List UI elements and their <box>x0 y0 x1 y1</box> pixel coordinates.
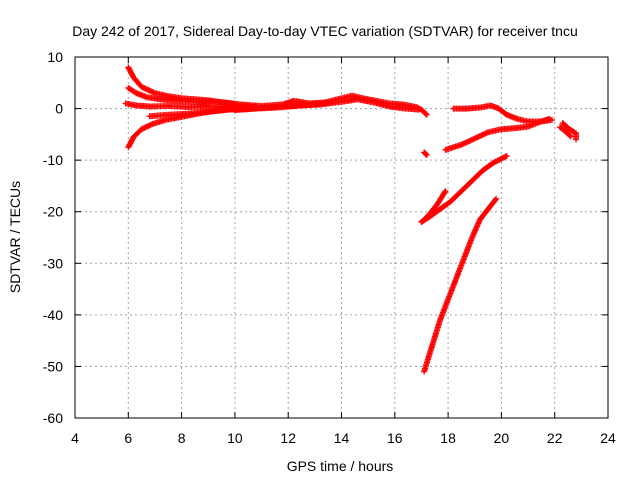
data-point <box>494 157 501 164</box>
x-tick-label: 22 <box>547 430 563 446</box>
grid <box>75 57 608 418</box>
data-point <box>573 136 580 143</box>
x-tick-label: 12 <box>280 430 296 446</box>
data-series <box>557 124 574 140</box>
data-series <box>421 149 430 158</box>
data-point <box>493 158 500 165</box>
data-series <box>418 188 449 226</box>
x-tick-label: 10 <box>227 430 243 446</box>
data-point <box>423 111 430 118</box>
x-tick-label: 20 <box>494 430 510 446</box>
data-point <box>490 159 497 166</box>
data-point <box>415 106 422 113</box>
x-tick-label: 6 <box>124 430 132 446</box>
y-tick-label: 0 <box>55 101 63 117</box>
data-point <box>503 153 510 160</box>
x-tick-label: 16 <box>387 430 403 446</box>
x-tick-label: 4 <box>71 430 79 446</box>
data-series <box>125 84 212 107</box>
y-tick-label: -10 <box>43 152 63 168</box>
data-point <box>499 155 506 162</box>
y-tick-label: 10 <box>47 49 63 65</box>
chart-title: Day 242 of 2017, Sidereal Day-to-day VTE… <box>72 23 578 39</box>
data-point <box>422 151 429 158</box>
data-point <box>495 157 502 164</box>
y-tick-label: -30 <box>43 255 63 271</box>
data-point <box>493 195 500 202</box>
y-axis-label: SDTVAR / TECUs <box>7 181 23 293</box>
data-point <box>497 156 504 163</box>
x-tick-label: 18 <box>440 430 456 446</box>
x-tick-label: 24 <box>600 430 616 446</box>
x-tick-label: 8 <box>178 430 186 446</box>
data-series <box>450 102 556 125</box>
data-point <box>566 132 573 139</box>
data-point <box>422 110 429 117</box>
y-tick-label: -40 <box>43 307 63 323</box>
data-point <box>498 155 505 162</box>
x-axis-label: GPS time / hours <box>287 458 394 474</box>
y-tick-label: -60 <box>43 410 63 426</box>
data-point <box>549 116 556 123</box>
data-point <box>441 189 448 196</box>
data-point <box>501 154 508 161</box>
y-tick-label: -20 <box>43 204 63 220</box>
data-series <box>559 120 580 143</box>
x-tick-label: 14 <box>334 430 350 446</box>
data-point <box>502 153 509 160</box>
data-point <box>491 159 498 166</box>
data-point <box>492 196 499 203</box>
y-tick-label: -50 <box>43 358 63 374</box>
data-point <box>423 151 430 158</box>
data-series <box>231 96 422 114</box>
data-series <box>421 195 500 375</box>
data-point <box>442 188 449 195</box>
data-points <box>122 64 580 375</box>
data-point <box>567 133 574 140</box>
axis-ticks: 4 6 8 10 12 14 16 18 20 22 24 10 0 -10 -20 -30 -40 -50 -60 <box>43 49 616 446</box>
